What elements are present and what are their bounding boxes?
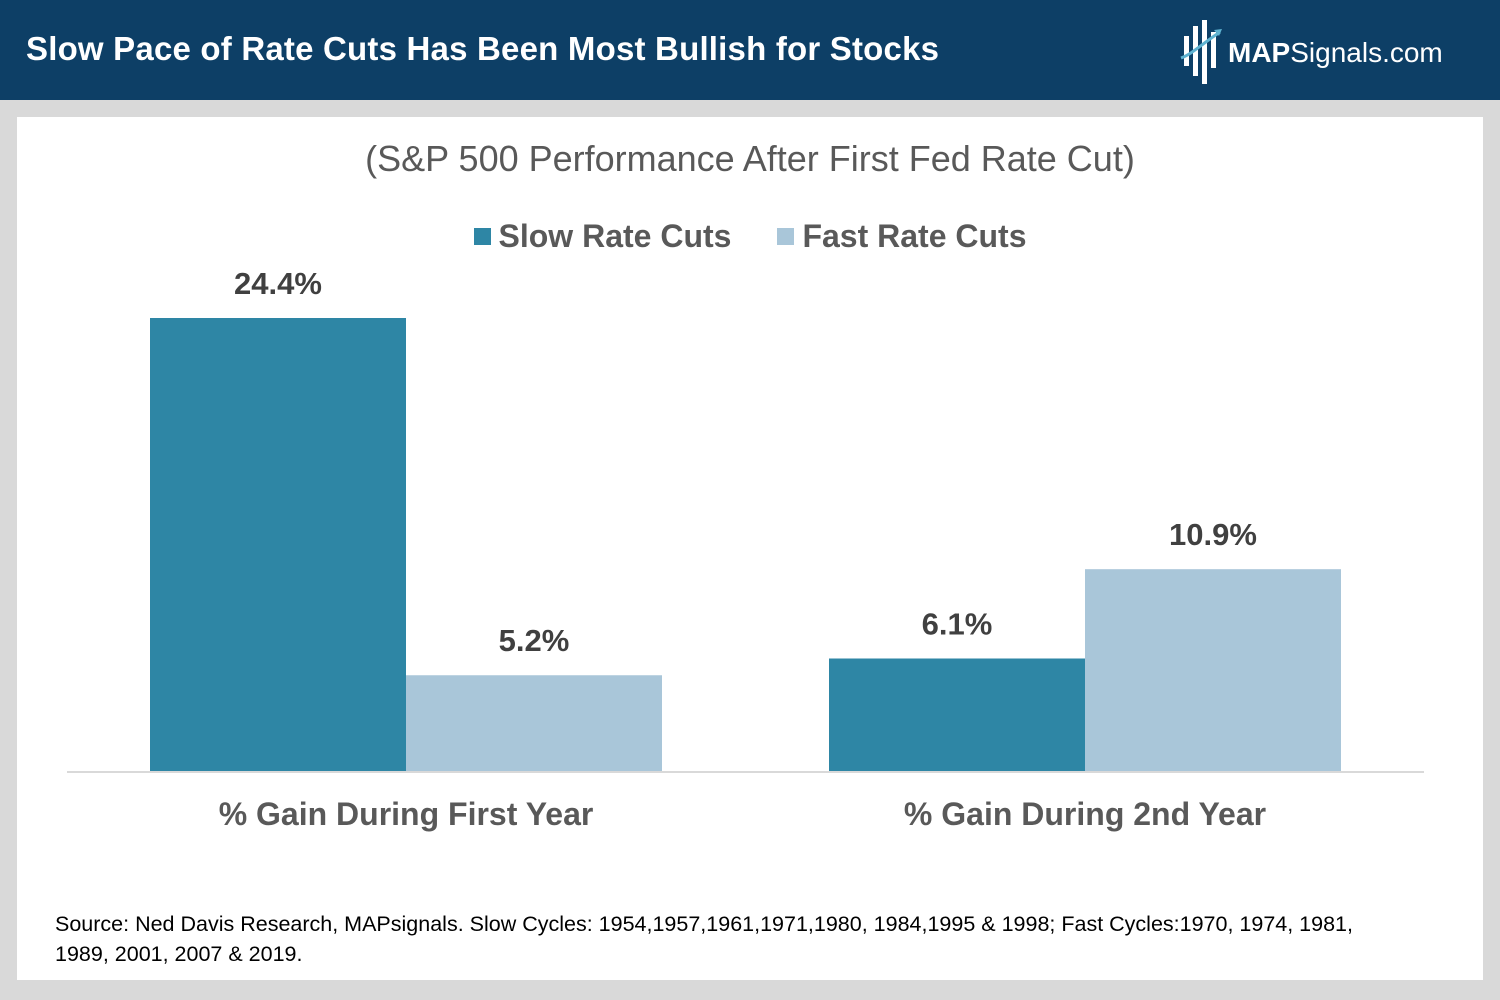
data-label-slow-1: 24.4%: [234, 266, 322, 301]
brand-logo[interactable]: MAPSignals.com: [1180, 18, 1480, 84]
bar-slow-2: [829, 658, 1085, 772]
data-label-fast-2: 10.9%: [1169, 517, 1257, 552]
legend-label-fast: Fast Rate Cuts: [802, 218, 1027, 254]
bar-fast-2: [1085, 569, 1341, 772]
legend-item-slow: Slow Rate Cuts: [473, 218, 732, 255]
legend-item-fast: Fast Rate Cuts: [777, 218, 1026, 255]
data-label-slow-2: 6.1%: [922, 607, 993, 642]
category-label-2: % Gain During 2nd Year: [904, 796, 1266, 832]
legend-swatch-fast: [777, 228, 795, 245]
bar-fast-1: [406, 675, 662, 772]
category-label-1: % Gain During First Year: [219, 796, 594, 832]
data-label-fast-1: 5.2%: [499, 623, 570, 658]
brand-name: MAPSignals.com: [1228, 37, 1443, 68]
chart-title: (S&P 500 Performance After First Fed Rat…: [365, 138, 1135, 179]
source-note: Source: Ned Davis Research, MAPsignals. …: [55, 912, 1353, 966]
page-title: Slow Pace of Rate Cuts Has Been Most Bul…: [26, 30, 940, 67]
legend-label-slow: Slow Rate Cuts: [498, 218, 732, 254]
mapsignals-logo-icon: [1180, 20, 1222, 84]
chart-legend: Slow Rate Cuts Fast Rate Cuts: [0, 218, 1500, 255]
legend-swatch-slow: [473, 228, 491, 245]
header-bar: Slow Pace of Rate Cuts Has Been Most Bul…: [0, 0, 1500, 100]
bar-slow-1: [150, 318, 406, 772]
